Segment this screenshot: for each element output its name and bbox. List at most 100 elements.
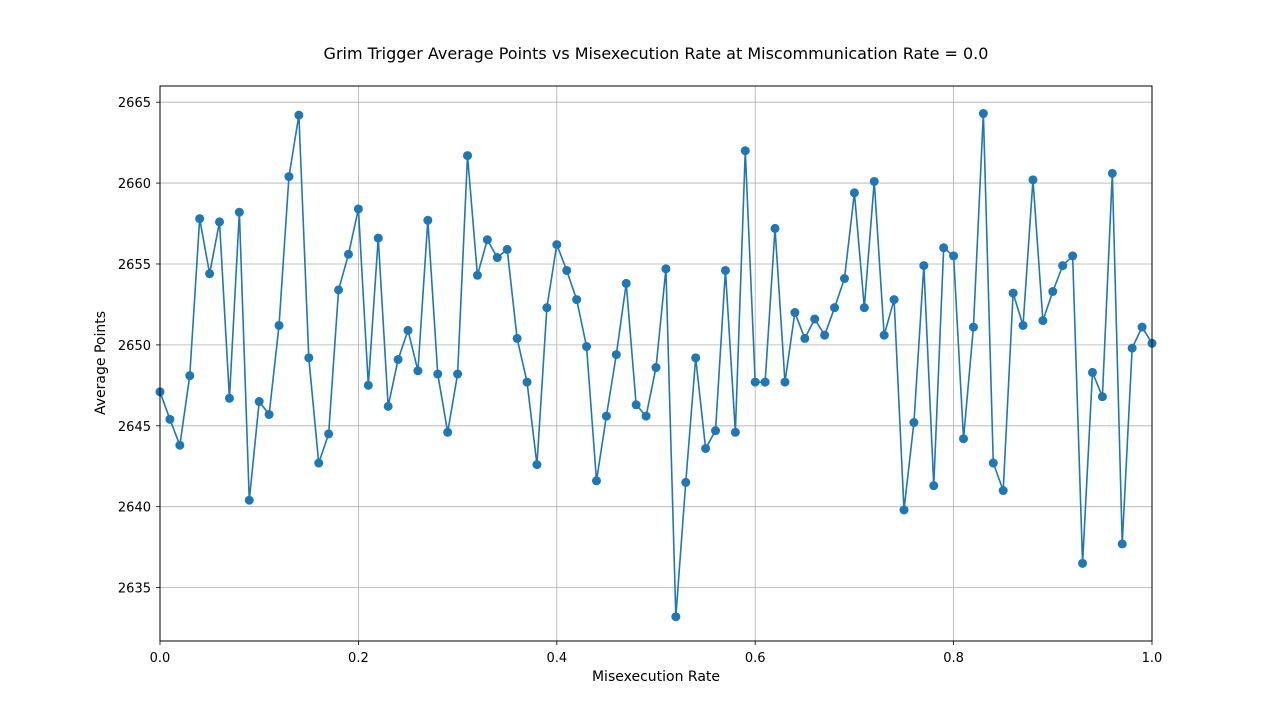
data-point — [175, 440, 185, 450]
data-point — [393, 354, 403, 364]
data-point — [780, 377, 790, 387]
y-axis-ticks: 2635 2640 2645 2650 2655 2660 2665 — [118, 96, 160, 597]
plot-frame — [159, 85, 1153, 642]
data-point — [968, 322, 978, 332]
data-point — [760, 377, 770, 387]
data-point — [939, 243, 949, 253]
data-point — [681, 477, 691, 487]
data-point — [532, 460, 542, 470]
data-point — [343, 249, 353, 259]
data-point — [611, 350, 621, 360]
y-tick-label: 2660 — [118, 177, 151, 192]
y-tick-label: 2645 — [118, 420, 151, 435]
data-point — [899, 505, 909, 515]
data-point — [919, 261, 929, 271]
x-tick-label: 0.8 — [943, 651, 964, 666]
x-tick-label: 1.0 — [1142, 651, 1163, 666]
data-point — [433, 369, 443, 379]
data-point — [621, 278, 631, 288]
data-point — [244, 495, 254, 505]
data-point — [1078, 558, 1088, 568]
data-point — [1018, 320, 1028, 330]
x-tick-label: 0.4 — [546, 651, 567, 666]
data-point — [839, 274, 849, 284]
data-point — [165, 414, 175, 424]
x-tick-label: 0.2 — [348, 651, 369, 666]
y-tick-label: 2650 — [118, 339, 151, 354]
data-point — [889, 295, 899, 305]
data-point — [1117, 539, 1127, 549]
data-point — [353, 204, 363, 214]
data-point — [1107, 168, 1117, 178]
data-point — [790, 308, 800, 318]
data-point — [998, 486, 1008, 496]
chart-title: Grim Trigger Average Points vs Misexecut… — [324, 44, 989, 63]
data-point — [463, 151, 473, 161]
data-point — [661, 264, 671, 274]
data-point — [502, 244, 512, 254]
data-point — [443, 427, 453, 437]
data-point — [572, 295, 582, 305]
data-point — [879, 330, 889, 340]
data-point — [264, 409, 274, 419]
y-axis-label: Average Points — [93, 311, 109, 415]
data-point — [1058, 261, 1068, 271]
data-point — [482, 235, 492, 245]
data-point — [512, 333, 522, 343]
data-point — [651, 363, 661, 373]
data-point — [988, 458, 998, 468]
data-point — [631, 400, 641, 410]
data-point — [492, 253, 502, 263]
data-point — [1097, 392, 1107, 402]
data-point — [453, 369, 463, 379]
data-point — [542, 303, 552, 313]
data-point — [314, 458, 324, 468]
data-point — [552, 240, 562, 250]
y-tick-label: 2640 — [118, 501, 151, 516]
data-point — [929, 481, 939, 491]
data-point — [1068, 251, 1078, 261]
x-axis-label: Misexecution Rate — [592, 669, 720, 685]
data-point — [423, 215, 433, 225]
data-point — [720, 265, 730, 275]
y-tick-label: 2635 — [118, 582, 151, 597]
data-point — [363, 380, 373, 390]
data-point — [294, 110, 304, 120]
data-point — [701, 443, 711, 453]
data-point — [1087, 367, 1097, 377]
y-tick-label: 2655 — [118, 258, 151, 273]
data-point — [1028, 175, 1038, 185]
data-point — [671, 612, 681, 622]
data-point — [978, 109, 988, 119]
data-point — [800, 333, 810, 343]
data-point — [195, 214, 205, 224]
data-point — [413, 366, 423, 376]
x-tick-label: 0.0 — [150, 651, 171, 666]
data-point — [949, 251, 959, 261]
data-point — [383, 401, 393, 411]
data-point — [1008, 288, 1018, 298]
data-series — [155, 109, 1157, 622]
data-point — [234, 207, 244, 217]
data-point — [274, 320, 284, 330]
data-point — [522, 377, 532, 387]
data-point — [215, 217, 225, 227]
data-point — [750, 377, 760, 387]
data-point — [849, 188, 859, 198]
data-point — [591, 476, 601, 486]
data-point — [959, 434, 969, 444]
data-point — [810, 314, 820, 324]
data-point — [909, 418, 919, 428]
data-point — [730, 427, 740, 437]
x-axis-ticks: 0.0 0.2 0.4 0.6 0.8 1.0 — [150, 641, 1163, 666]
data-point — [1127, 343, 1137, 353]
data-point — [1137, 322, 1147, 332]
data-point — [859, 303, 869, 313]
data-point — [224, 393, 234, 403]
data-point — [254, 397, 264, 407]
data-point — [205, 269, 215, 279]
data-point — [403, 325, 413, 335]
data-point — [304, 353, 314, 363]
